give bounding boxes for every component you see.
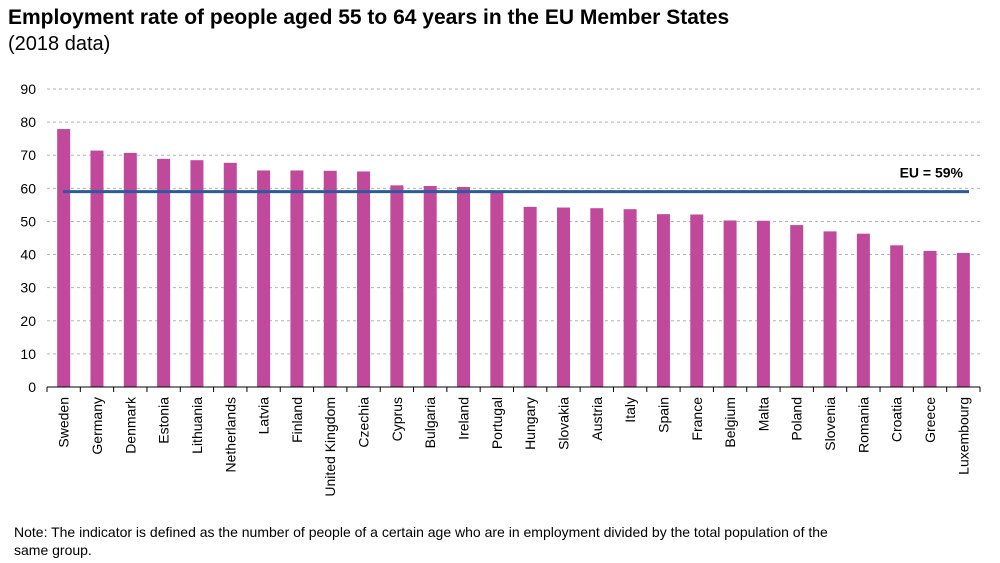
x-tick-label: Slovakia [555,397,571,450]
x-tick-label: Malta [755,397,771,431]
eu-average-label: EU = 59% [900,165,964,181]
bar-denmark [123,152,137,387]
bar-bulgaria [423,186,437,387]
footnote: Note: The indicator is defined as the nu… [14,524,828,558]
x-tick-label: Denmark [122,396,138,454]
bar-slovakia [556,207,570,387]
chart-title: Employment rate of people aged 55 to 64 … [8,6,730,29]
bar-italy [623,209,637,387]
bar-slovenia [823,231,837,387]
y-tick-label: 80 [20,114,36,130]
x-tick-label: France [689,397,705,441]
gridlines [47,88,980,355]
bar-france [690,214,704,387]
bar-czechia [357,171,371,387]
bar-lithuania [190,160,204,387]
bar-portugal [490,190,504,387]
bar-netherlands [223,162,237,387]
x-tick-label: Sweden [56,397,72,448]
x-tick-label: Spain [655,397,671,433]
x-tick-label: Cyprus [389,397,405,441]
bar-malta [756,220,770,387]
x-axis: Sweden Germany Denmark Estonia Lithuania Neth… [46,386,981,497]
y-tick-label: 40 [20,247,36,263]
x-tick-label: Poland [789,397,805,441]
x-tick-label: Netherlands [222,397,238,473]
bars [57,129,970,387]
bar-sweden [57,129,71,387]
bar-spain [656,214,670,387]
x-tick-label: Germany [89,397,105,455]
x-tick-label: Italy [622,397,638,423]
x-tick-label: Czechia [356,397,372,448]
bar-chart: 0 10 20 30 40 50 60 70 80 90 Sweden Germany Denmark… [20,81,981,497]
bar-poland [790,225,804,387]
bar-romania [856,233,870,387]
x-tick-label: Lithuania [189,397,205,454]
bar-belgium [723,220,737,387]
x-tick-label: United Kingdom [322,397,338,497]
x-tick-label: Croatia [889,397,905,442]
y-tick-label: 50 [20,213,36,229]
y-tick-label: 60 [20,180,36,196]
x-tick-label: Luxembourg [955,397,971,475]
x-tick-label: Austria [589,397,605,441]
bar-austria [590,208,604,387]
x-tick-label: Finland [289,397,305,443]
bar-germany [90,150,104,387]
bar-estonia [157,158,171,387]
bar-croatia [890,245,904,387]
x-tick-label: Bulgaria [422,397,438,449]
x-tick-label: Latvia [256,397,272,435]
eu-average: EU = 59% [63,165,969,194]
bar-hungary [523,206,537,387]
x-tick-label: Romania [855,397,871,453]
y-tick-label: 90 [20,81,36,97]
x-tick-label: Slovenia [822,397,838,451]
x-tick-label: Greece [922,397,938,443]
y-tick-label: 20 [20,313,36,329]
y-tick-label: 70 [20,147,36,163]
y-tick-label: 30 [20,280,36,296]
bar-latvia [257,170,271,387]
bar-united-kingdom [323,170,337,387]
bar-luxembourg [956,252,970,387]
x-tick-label: Belgium [722,397,738,448]
bar-ireland [457,187,471,387]
y-axis: 0 10 20 30 40 50 60 70 80 90 [20,81,36,395]
x-tick-label: Estonia [156,397,172,444]
bar-cyprus [390,185,404,387]
bar-finland [290,170,304,387]
x-tick-label: Ireland [456,397,472,440]
x-tick-label: Portugal [489,397,505,449]
y-tick-label: 10 [20,346,36,362]
bar-greece [923,250,937,387]
x-tick-label: Hungary [522,397,538,450]
chart-subtitle: (2018 data) [8,33,111,55]
y-tick-label: 0 [28,379,36,395]
